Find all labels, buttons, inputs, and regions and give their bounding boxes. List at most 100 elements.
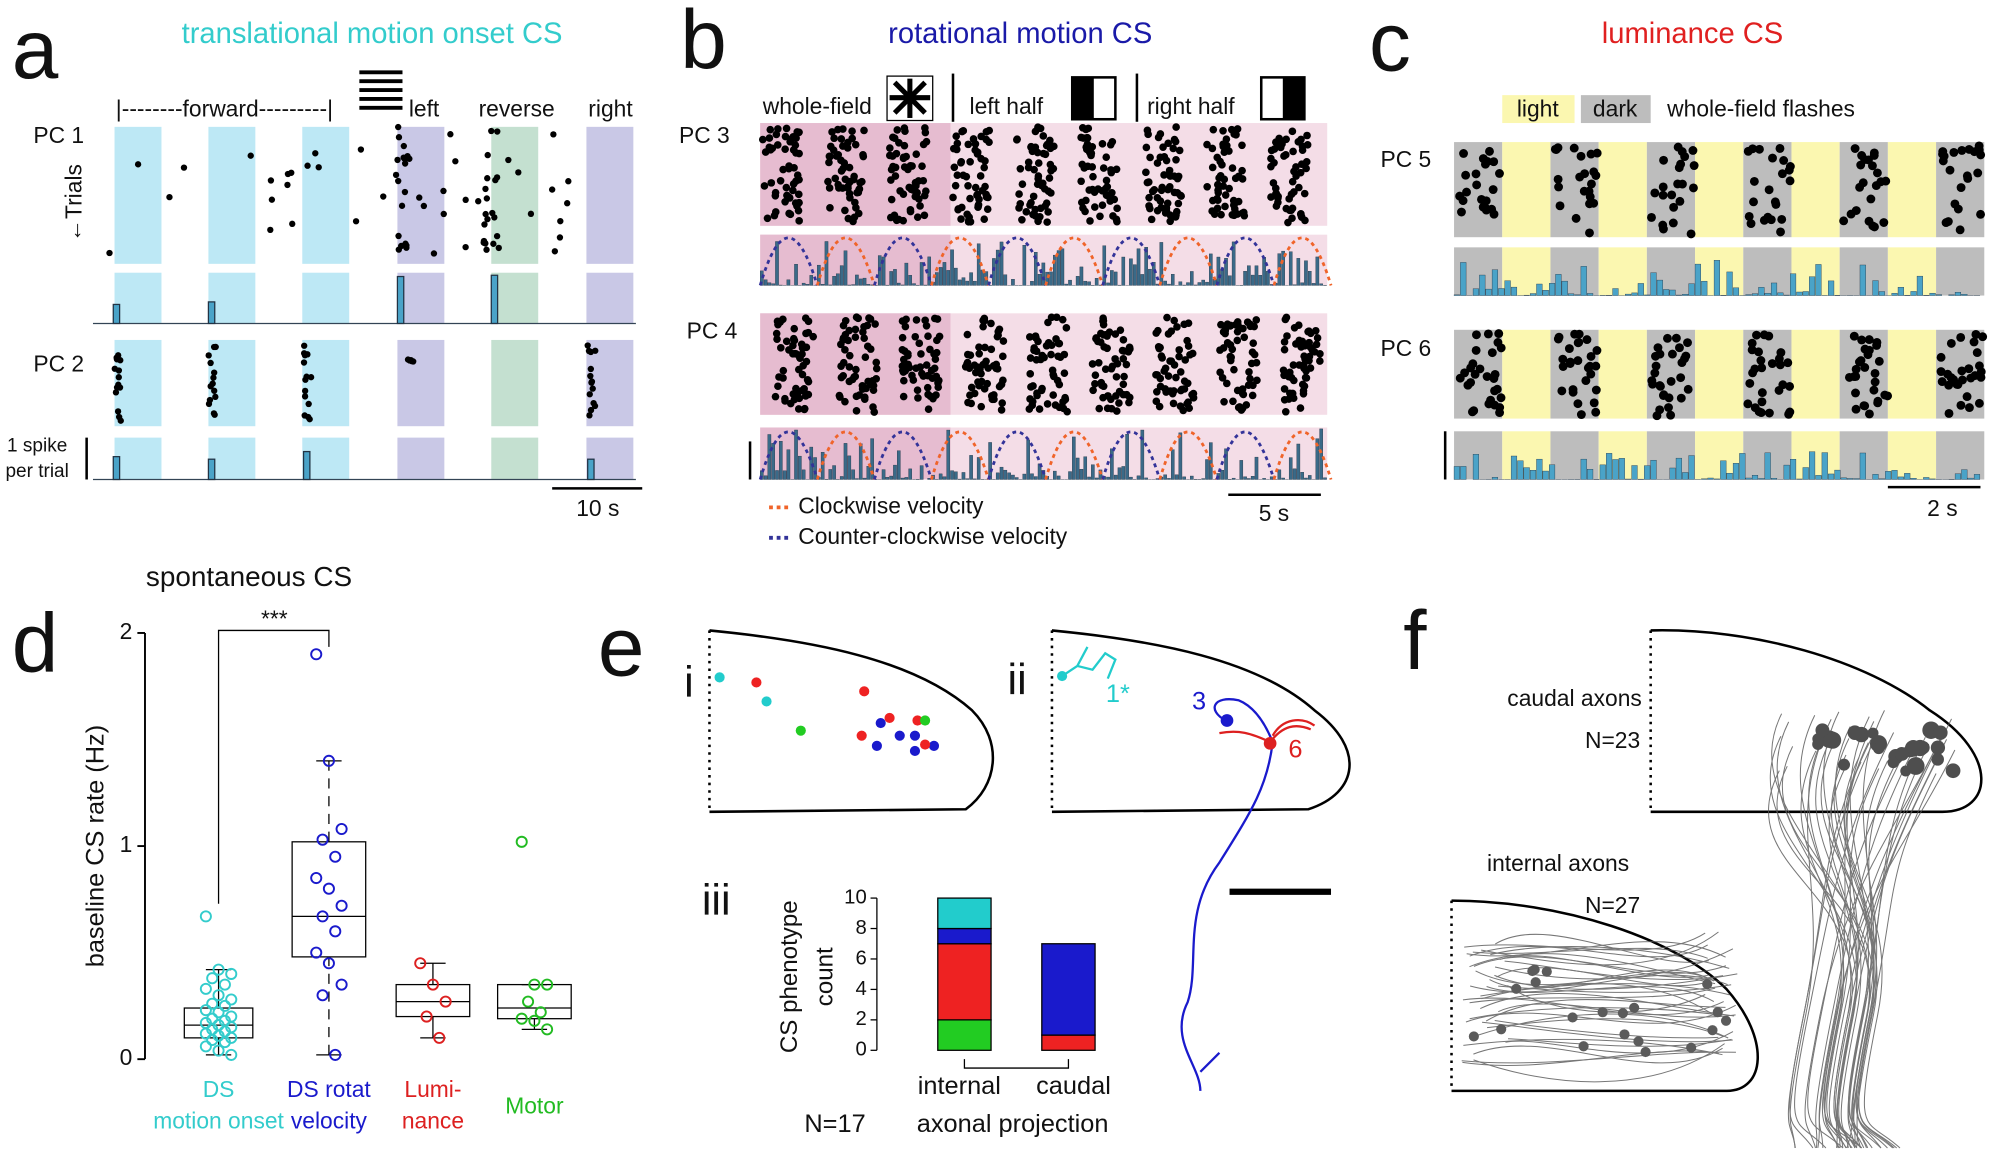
psth-bin (1599, 464, 1606, 480)
shade (1695, 142, 1744, 238)
spike (1150, 185, 1159, 194)
spike (1113, 204, 1121, 213)
spike (1082, 196, 1090, 205)
psth-bin (1536, 283, 1543, 296)
spike (760, 182, 769, 190)
soma (1496, 1024, 1507, 1035)
spike (1313, 334, 1322, 342)
psth-bin (1068, 471, 1072, 480)
spike (899, 355, 908, 364)
spike (1950, 199, 1960, 209)
psth-bin (1809, 276, 1816, 296)
spike (901, 366, 910, 375)
spike (1288, 389, 1297, 398)
spike (987, 345, 996, 354)
spike (1851, 388, 1860, 398)
bar-segment (1041, 1034, 1096, 1051)
point (541, 978, 554, 991)
shade (397, 437, 445, 480)
spike (1937, 377, 1947, 387)
spike (959, 171, 968, 180)
point (329, 1048, 342, 1061)
psth-bin (1026, 439, 1030, 480)
spike (1945, 165, 1955, 175)
spike (793, 171, 802, 179)
spike (1688, 146, 1698, 155)
spike (1777, 169, 1787, 179)
spike (1764, 185, 1774, 195)
spike (1956, 333, 1966, 342)
spike (491, 214, 498, 221)
psth-bin (1178, 432, 1183, 480)
spike (917, 350, 925, 358)
spike (1867, 161, 1877, 171)
spike (1589, 398, 1599, 408)
rasters (92, 123, 1988, 481)
spike (990, 395, 998, 404)
spike (772, 329, 781, 338)
time-label: 5 s (1259, 500, 1289, 526)
point (439, 995, 452, 1008)
spike (1229, 196, 1238, 205)
spike (1096, 212, 1104, 221)
spike (966, 391, 974, 400)
spike (1883, 391, 1893, 401)
panel-letter: c (1369, 0, 1411, 88)
spike (922, 137, 931, 146)
spike (207, 359, 214, 367)
shade (1887, 142, 1937, 238)
spike (1174, 199, 1183, 208)
spike (1039, 132, 1048, 140)
soma (1530, 977, 1541, 988)
y-label: CS phenotype (776, 900, 803, 1053)
spike (1101, 184, 1110, 193)
condition: right (588, 95, 633, 121)
spike (210, 374, 217, 381)
psth-bin (1878, 478, 1885, 480)
spike (1049, 370, 1058, 379)
spike (211, 387, 218, 394)
point (335, 899, 348, 912)
spike (587, 348, 595, 356)
psth-bin (1304, 477, 1308, 480)
spike (1869, 385, 1879, 395)
psth-bin (866, 466, 871, 480)
spike (1099, 393, 1107, 402)
spike (1676, 373, 1686, 383)
spike (924, 405, 933, 413)
spike (268, 196, 276, 203)
spike (932, 391, 940, 399)
spike (886, 144, 894, 152)
spike (999, 376, 1007, 385)
spike (976, 172, 985, 180)
spike (966, 351, 975, 360)
spike (1289, 361, 1298, 369)
spike (1667, 190, 1677, 200)
spike (1250, 350, 1259, 359)
spike (859, 152, 868, 161)
psth-bin (1144, 247, 1148, 286)
spike (872, 358, 881, 367)
spike (1658, 190, 1668, 200)
spike (1946, 338, 1956, 348)
psth-bin (813, 457, 817, 480)
spike (1174, 172, 1183, 181)
spike (1280, 371, 1288, 380)
y-tick-label: 4 (855, 978, 866, 1000)
psth-bin (794, 429, 798, 480)
spike (1487, 204, 1497, 214)
psth-bin (912, 283, 916, 286)
psth-bin (938, 267, 943, 286)
spike (1156, 130, 1165, 138)
spike (490, 240, 497, 247)
spike (111, 365, 118, 372)
fiber (1461, 1051, 1736, 1064)
spike (781, 132, 790, 141)
psth-bin (1707, 477, 1714, 480)
psth-bin (897, 450, 901, 480)
x-tick-label: DS (203, 1076, 235, 1102)
spike (1557, 386, 1567, 396)
shade (1743, 247, 1792, 296)
psth-bin (1319, 428, 1323, 480)
spike (921, 316, 929, 325)
